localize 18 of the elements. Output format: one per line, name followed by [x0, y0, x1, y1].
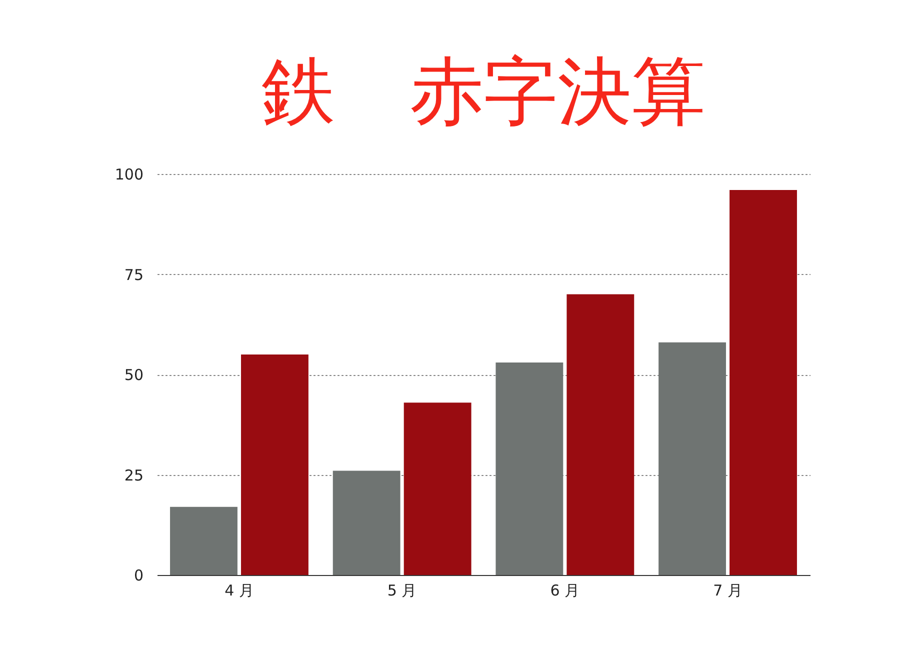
y-tick-label: 25 [124, 466, 144, 484]
y-tick-label: 75 [124, 266, 144, 284]
bar [566, 294, 634, 575]
x-tick-label: 4 月 [224, 582, 254, 600]
y-tick-label: 100 [114, 166, 144, 184]
x-tick-label: 5 月 [387, 582, 417, 600]
bar [658, 342, 726, 575]
bar [496, 362, 564, 575]
bar [332, 470, 400, 575]
bar [170, 506, 238, 575]
bar [404, 402, 472, 575]
chart-title: 鉄 赤字決算 [262, 49, 706, 135]
y-tick-label: 0 [134, 566, 144, 584]
bar [241, 354, 308, 575]
x-tick-label: 7 月 [713, 582, 742, 600]
x-tick-label: 6 月 [550, 582, 580, 600]
y-tick-label: 50 [124, 366, 144, 384]
bar [730, 190, 797, 575]
